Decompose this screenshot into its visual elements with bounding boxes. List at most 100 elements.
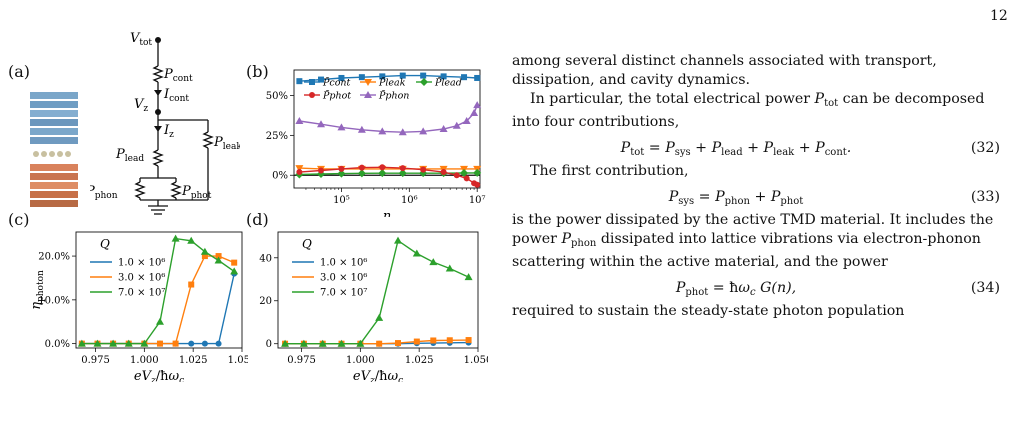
x-tick-label-c: 0.975 (81, 355, 110, 366)
y-tick-label-d: 0 (266, 339, 272, 350)
y-axis-label-c: ηphoton (29, 270, 46, 310)
data-point-b-4 (419, 127, 428, 135)
panel-label-d: (d) (246, 210, 269, 229)
data-point-c-2 (140, 339, 149, 347)
svg-text:Pleak: Pleak (213, 135, 240, 152)
paragraph-4: is the power dissipated by the active TM… (512, 212, 994, 270)
equation-34: Pphot = ħωc G(n), (34) (675, 280, 1000, 298)
data-point-c-1 (231, 259, 238, 266)
svg-text:Pphon: Pphon (90, 184, 118, 201)
x-tick-label-b: 10⁷ (469, 195, 486, 206)
legend-label-b: P̃cont (322, 77, 351, 89)
data-point-c-1 (172, 340, 179, 347)
data-point-d-2 (375, 313, 384, 321)
data-point-b-4 (462, 117, 471, 125)
series-line-c-0 (81, 273, 235, 345)
data-point-d-2 (429, 258, 438, 266)
series-line-b-0 (299, 74, 478, 82)
data-point-c-2 (155, 317, 164, 325)
legend-label-b: P̃leak (378, 77, 406, 89)
data-point-d-1 (446, 337, 453, 344)
y-tick-label-c: 20.0% (38, 252, 70, 263)
data-point-d-2 (337, 339, 346, 347)
data-point-c-2 (124, 339, 133, 347)
svg-text:Pcont: Pcont (163, 67, 193, 84)
data-point-b-4 (398, 128, 407, 136)
y-tick-label-c: 10.0% (38, 295, 70, 306)
data-point-b-4 (378, 127, 387, 135)
panel-label-b: (b) (246, 62, 269, 81)
x-tick-label-d: 1.050 (464, 355, 488, 366)
data-point-c-2 (109, 339, 118, 347)
x-tick-label-b: 10⁵ (333, 195, 350, 206)
data-point-b-0 (338, 74, 345, 81)
data-point-b-3 (474, 181, 481, 188)
data-point-b-0 (461, 74, 468, 81)
data-point-c-0 (188, 340, 195, 347)
chart-d-field-efficiency: 0.9751.0001.0251.05002040eVz/ħωcηfieldQ1… (259, 231, 488, 382)
data-point-c-0 (201, 340, 208, 347)
x-tick-label-b: 10⁶ (401, 195, 418, 206)
paragraph-1: among several distinct channels associat… (512, 53, 937, 88)
legend-marker-b (309, 79, 315, 85)
panel-label-a: (a) (8, 62, 31, 81)
svg-text:Iz: Iz (163, 123, 174, 140)
circuit-diagram: Vtot Pcont Icont Vz Iz Pleak Plead Pphon… (90, 31, 240, 215)
data-point-c-1 (156, 340, 163, 347)
data-point-c-2 (187, 236, 196, 244)
svg-text:Icont: Icont (163, 87, 189, 104)
data-point-d-1 (395, 340, 401, 347)
data-point-b-3 (379, 164, 386, 171)
paragraph-3: The first contribution, (530, 163, 689, 179)
svg-text:Vtot: Vtot (130, 31, 152, 48)
data-point-c-2 (230, 267, 239, 275)
x-axis-label-c: eVz/ħωc (134, 369, 184, 382)
data-point-d-2 (445, 264, 454, 272)
x-tick-label-d: 0.975 (287, 355, 316, 366)
data-point-c-1 (201, 253, 208, 260)
data-point-b-3 (318, 167, 325, 174)
panel-label-c: (c) (8, 210, 30, 229)
legend-marker-b (420, 78, 428, 86)
svg-text:Plead: Plead (115, 147, 144, 164)
data-point-b-3 (358, 164, 365, 171)
y-tick-label-d: 20 (259, 296, 272, 307)
y-tick-label-b: 50% (266, 91, 288, 102)
data-point-d-2 (299, 339, 308, 347)
data-point-b-0 (440, 73, 447, 80)
x-axis-label-d: eVz/ħωc (353, 369, 403, 382)
plot-frame-c (75, 231, 243, 349)
data-point-b-2 (378, 169, 387, 178)
legend-label-d: 1.0 × 10⁶ (320, 258, 367, 269)
data-point-c-2 (171, 234, 180, 242)
body-text: among several distinct channels associat… (512, 52, 1000, 321)
data-point-b-0 (296, 78, 303, 85)
data-point-d-2 (356, 339, 365, 347)
y-tick-label-d: 40 (259, 253, 272, 264)
data-point-b-4 (439, 125, 448, 132)
legend-label-d: 7.0 × 10⁷ (320, 288, 367, 299)
data-point-b-0 (379, 73, 386, 80)
legend-marker-b (364, 79, 372, 86)
data-point-c-1 (215, 253, 222, 260)
data-point-d-2 (318, 339, 327, 347)
plot-frame-d (277, 231, 479, 349)
data-point-b-4 (317, 120, 326, 128)
x-axis-label-b: n (383, 209, 391, 217)
svg-text:Pphot: Pphot (181, 184, 212, 201)
data-point-c-1 (188, 281, 195, 288)
y-tick-label-b: 25% (266, 131, 288, 142)
equation-33: Psys = Pphon + Pphot (33) (668, 189, 1000, 207)
x-tick-label-c: 1.000 (130, 355, 159, 366)
data-point-b-3 (399, 165, 406, 172)
chart-b-power-fractions: 10⁵ 10⁶ 10⁷ 0% 25% 50% n P̃cont P̃leak P̃lead P̃ph… (266, 69, 486, 217)
data-point-b-0 (358, 74, 365, 81)
data-point-b-4 (337, 123, 346, 131)
x-tick-label-d: 1.000 (346, 355, 375, 366)
data-point-b-0 (399, 72, 406, 79)
y-tick-label-b: 0% (272, 171, 288, 182)
data-point-b-1 (295, 165, 304, 173)
legend-marker-b (309, 92, 315, 98)
legend-marker-b (364, 91, 372, 98)
svg-text:Vz: Vz (134, 97, 148, 114)
